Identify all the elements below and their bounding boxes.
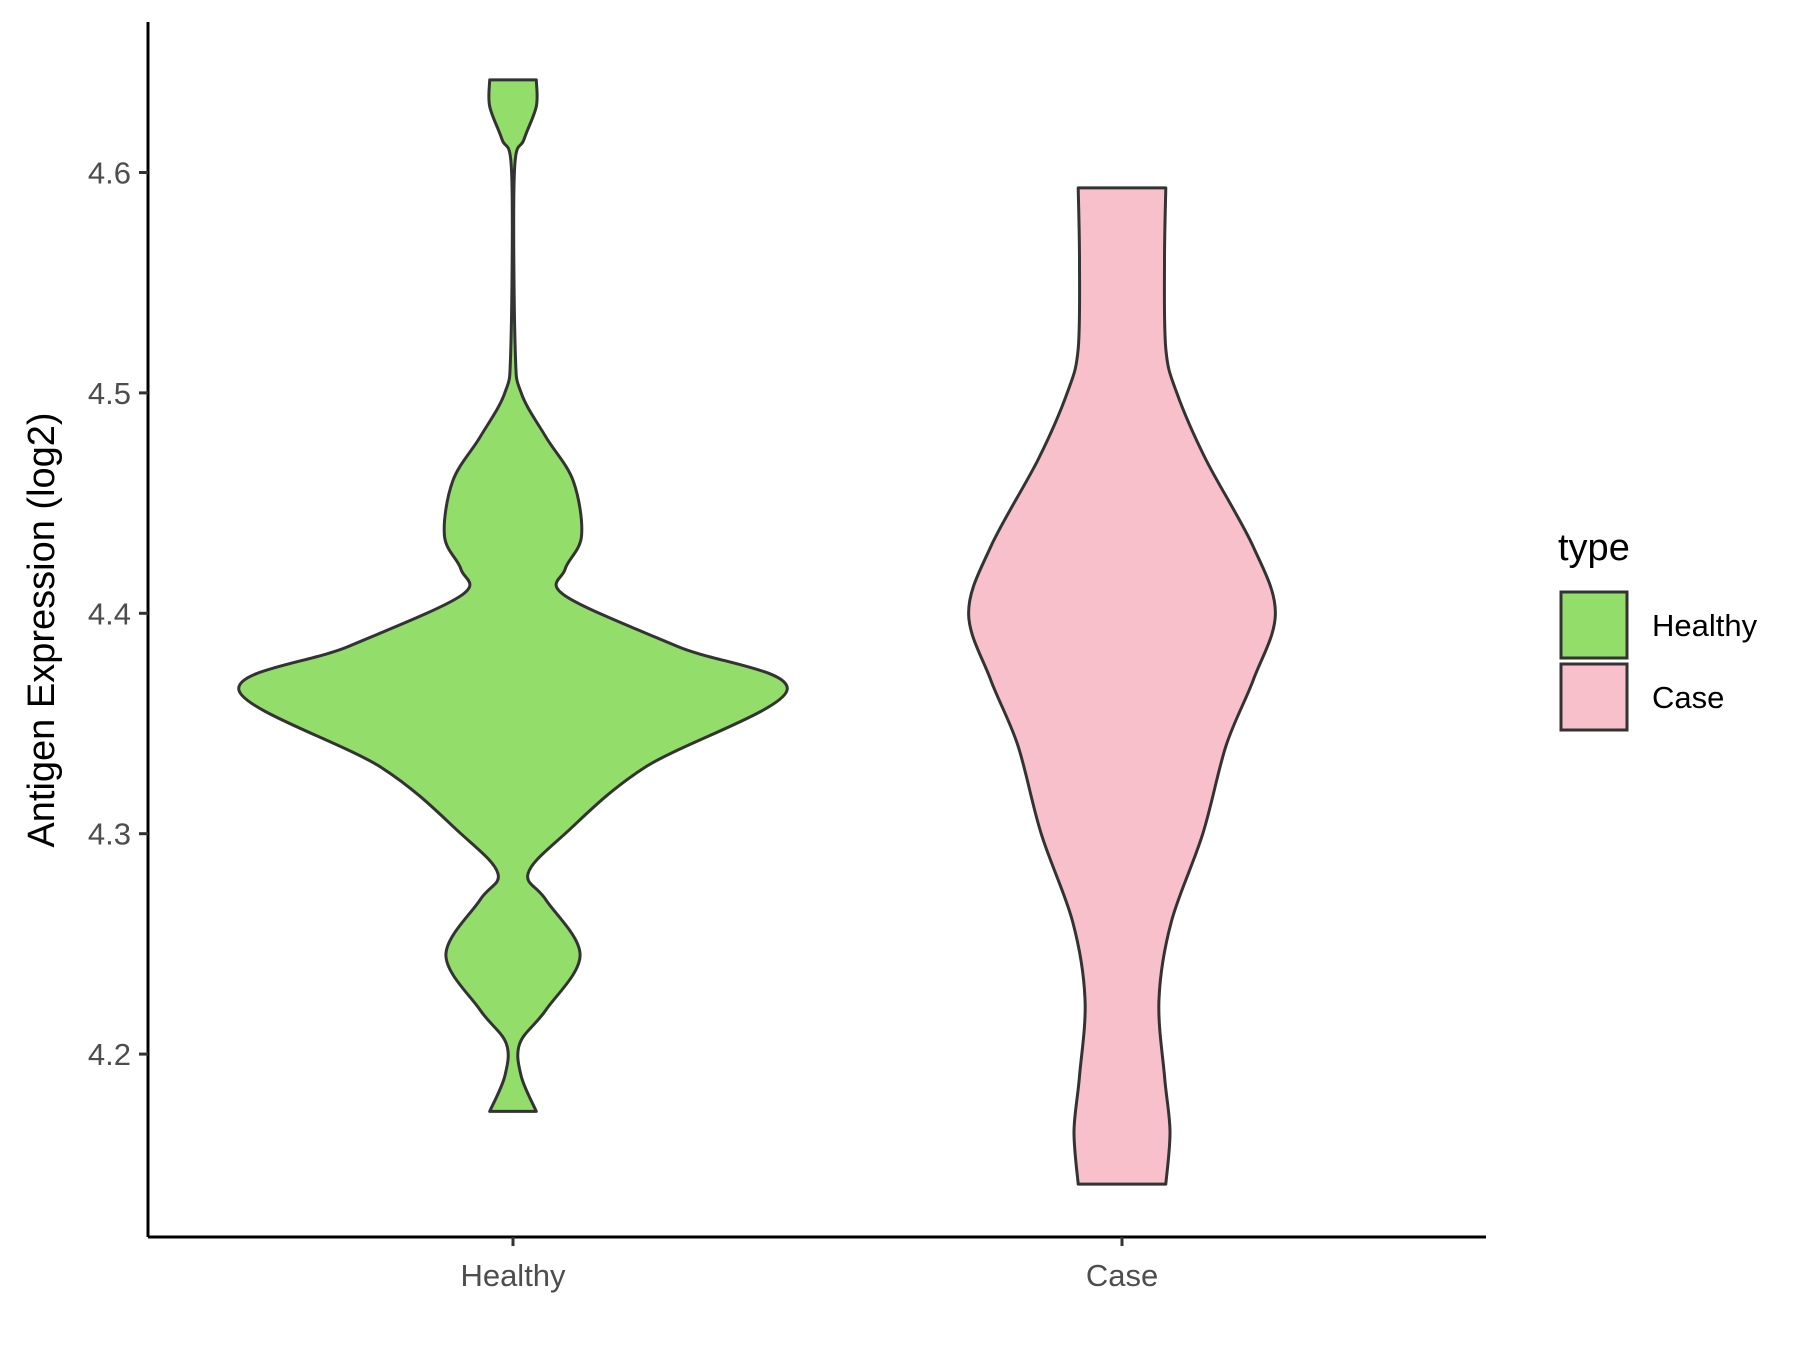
legend-key-healthy <box>1559 590 1629 660</box>
violins <box>237 78 1277 1186</box>
legend-key-case <box>1559 662 1629 732</box>
violin-healthy <box>237 78 789 1113</box>
legend-title: type <box>1558 527 1630 569</box>
y-tick-label: 4.6 <box>88 156 131 191</box>
legend: type Healthy Case <box>1558 527 1758 732</box>
violin-case <box>967 186 1277 1186</box>
legend-entries: Healthy Case <box>1559 590 1758 732</box>
y-axis-title: Antigen Expression (log2) <box>21 412 63 847</box>
legend-label-healthy: Healthy <box>1652 608 1758 643</box>
y-axis-ticks: 4.2 4.3 4.4 4.5 4.6 <box>88 156 148 1072</box>
y-tick-label: 4.5 <box>88 376 131 411</box>
x-tick-label: Case <box>1086 1258 1158 1293</box>
y-tick-label: 4.3 <box>88 817 131 852</box>
plot-area: 4.2 4.3 4.4 4.5 4.6 Healthy Case <box>88 22 1486 1293</box>
x-tick-label: Healthy <box>460 1258 566 1293</box>
legend-label-case: Case <box>1652 680 1724 715</box>
y-tick-label: 4.4 <box>88 596 131 631</box>
y-tick-label: 4.2 <box>88 1037 131 1072</box>
x-axis-ticks: Healthy Case <box>460 1237 1158 1293</box>
